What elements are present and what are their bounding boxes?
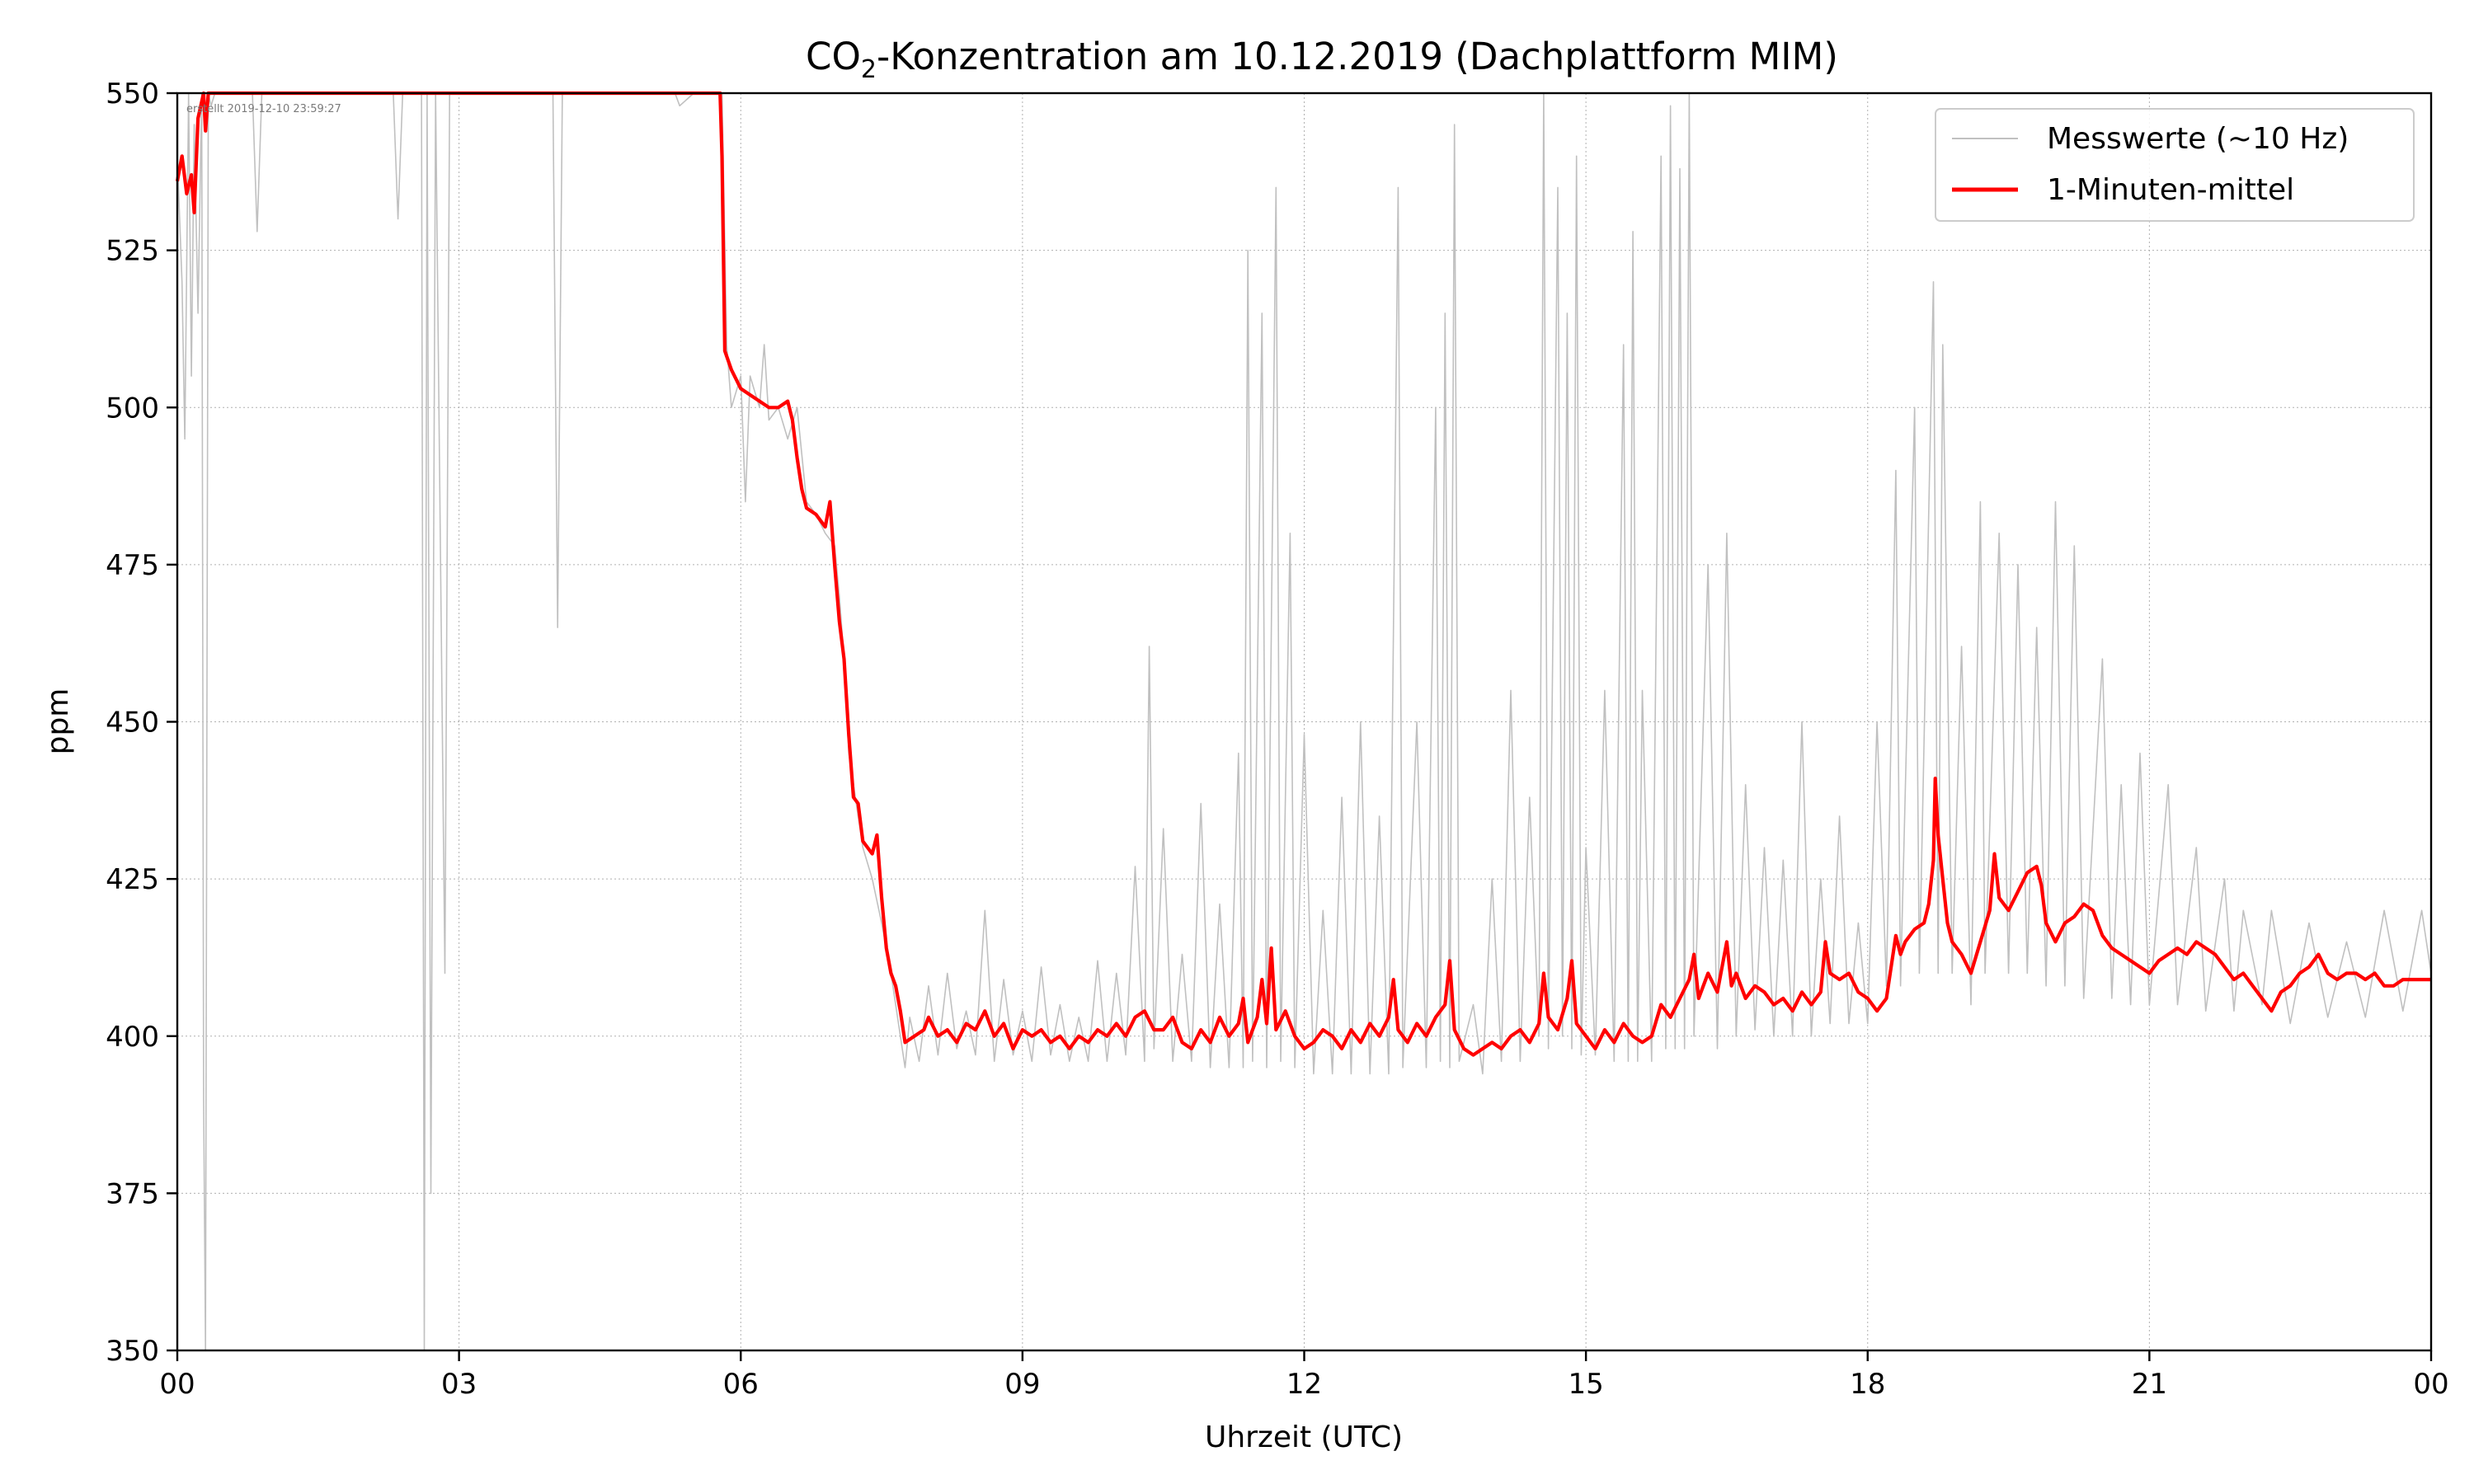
x-tick-label: 00	[159, 1368, 195, 1401]
y-tick-label: 375	[106, 1177, 159, 1210]
y-axis: 350 375 400 425 450 475 500 525 550	[106, 77, 177, 1368]
y-tick-label: 475	[106, 549, 159, 582]
series-messwerte-line	[176, 92, 2432, 1351]
x-tick-label: 21	[2132, 1368, 2167, 1401]
y-tick-label: 500	[106, 392, 159, 425]
legend: Messwerte (~10 Hz) 1-Minuten-mittel	[1935, 108, 2415, 222]
y-axis-label: ppm	[41, 688, 75, 755]
chart-title: CO2-Konzentration am 10.12.2019 (Dachpla…	[806, 35, 1838, 84]
legend-label-messwerte: Messwerte (~10 Hz)	[2047, 122, 2349, 156]
x-tick-label: 12	[1286, 1368, 1322, 1401]
y-tick-label: 450	[106, 707, 159, 740]
legend-label-minutenmittel: 1-Minuten-mittel	[2047, 173, 2294, 207]
y-tick-label: 525	[106, 235, 159, 268]
creation-stamp: erstellt 2019-12-10 23:59:27	[186, 103, 341, 115]
x-axis: 00 03 06 09 12 15 18 21 00	[159, 1350, 2449, 1401]
x-tick-label: 00	[2413, 1368, 2448, 1401]
x-tick-label: 18	[1850, 1368, 1885, 1401]
x-axis-label: Uhrzeit (UTC)	[1205, 1421, 1403, 1454]
y-tick-label: 400	[106, 1021, 159, 1054]
series-minutenmittel-line	[175, 91, 2431, 1057]
y-tick-label: 425	[106, 863, 159, 896]
x-tick-label: 06	[723, 1368, 759, 1401]
x-tick-label: 09	[1004, 1368, 1040, 1401]
y-tick-label: 350	[106, 1335, 159, 1368]
x-tick-label: 03	[441, 1368, 477, 1401]
plot-area	[175, 91, 2432, 1351]
y-tick-label: 550	[106, 77, 159, 110]
legend-box	[1935, 108, 2415, 222]
x-tick-label: 15	[1568, 1368, 1603, 1401]
